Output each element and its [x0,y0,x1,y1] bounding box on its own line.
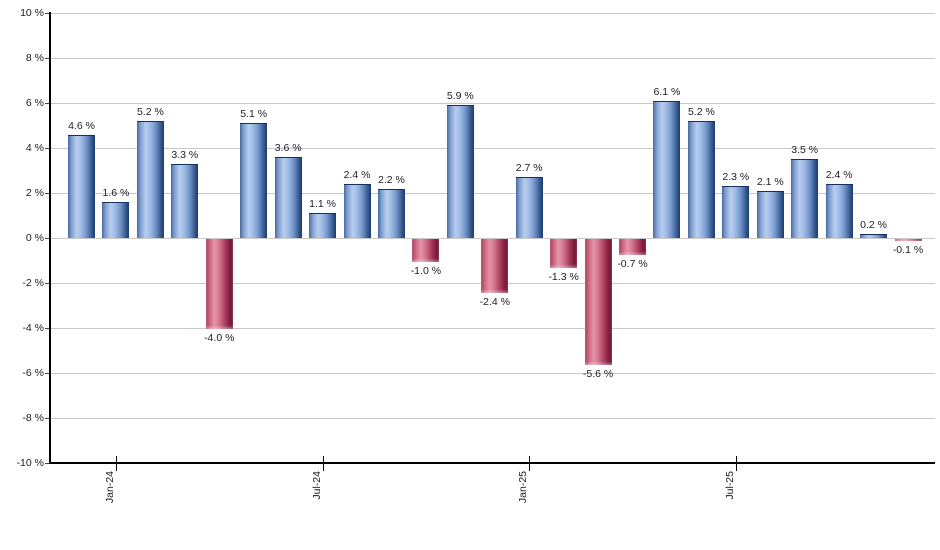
y-axis-tick [45,148,49,149]
bar [274,157,302,238]
y-axis-tick-label: -6 % [22,367,44,379]
bar [309,213,337,238]
y-axis-tick-label: 10 % [20,7,44,19]
bar [722,186,750,238]
bar [515,177,543,238]
bar-value-label: 5.1 % [240,108,268,121]
bar [687,121,715,238]
x-axis-tick-label: Jan-25 [517,471,530,504]
bar-value-label: 3.5 % [791,144,819,157]
bar-value-label: 0.2 % [860,218,887,231]
x-axis-tick-label: Jan-24 [103,471,116,504]
y-axis-tick-label: -2 % [22,277,44,289]
x-axis-tick [115,456,117,471]
bar [756,190,784,238]
y-axis-tick [45,373,49,374]
bar [343,184,371,238]
bar-value-label: -0.7 % [617,257,648,270]
bar [446,105,474,238]
gridline [49,373,935,374]
bar-value-label: 1.6 % [102,187,130,199]
gridline [49,58,935,59]
y-axis-tick [45,13,49,14]
y-axis-tick-label: 6 % [25,97,44,109]
x-axis-tick-label: Jul-25 [723,471,736,500]
bar-value-label: 1.1 % [309,198,336,211]
bar-value-label: 2.4 % [825,169,853,181]
bar-value-label: 2.3 % [722,171,750,184]
bar [412,239,440,262]
x-axis-tick [322,456,324,471]
bar-value-label: -4.0 % [204,332,235,344]
bar-value-label: -0.1 % [892,244,924,257]
y-axis-tick-label: 0 % [25,232,44,244]
bar [102,202,130,238]
gridline [49,148,935,149]
y-axis-tick-label: -4 % [22,322,44,334]
y-axis-tick [45,463,49,464]
bar [619,239,646,255]
bar [136,121,164,238]
y-axis-tick [45,238,49,239]
bar-value-label: 2.1 % [756,175,784,188]
bar [481,239,509,293]
bar [894,239,922,242]
bar [171,163,199,238]
y-axis-tick-label: 8 % [25,52,44,64]
bar-value-label: 2.7 % [515,162,543,175]
y-axis-tick-label: 2 % [25,187,44,199]
gridline [49,13,935,14]
bar [825,184,853,238]
x-axis-line [49,462,935,464]
bar-value-label: -1.0 % [410,264,442,277]
bar [584,239,612,365]
bar [653,100,681,238]
y-axis-tick [45,103,49,104]
bar [860,233,888,238]
y-axis-tick [45,193,49,194]
gridline [49,328,935,329]
gridline [49,193,935,194]
bar-value-label: 3.3 % [171,148,199,161]
bar-value-label: 2.2 % [378,173,405,186]
gridline [49,418,935,419]
y-axis-tick [45,328,49,329]
bar-value-label: 5.2 % [687,106,715,118]
bar-value-label: 4.6 % [68,119,95,132]
gridline [49,238,935,239]
bar [377,188,405,238]
bar-value-label: 5.9 % [446,90,474,103]
bar-value-label: 5.2 % [136,106,164,118]
bar-value-label: 3.6 % [274,142,302,154]
bar [791,159,819,238]
y-axis-tick [45,58,49,59]
bar-value-label: -2.4 % [479,296,510,308]
bar-value-label: 6.1 % [653,85,681,98]
bar-value-label: -1.3 % [548,271,579,284]
x-axis-tick [735,456,737,471]
y-axis-tick [45,283,49,284]
y-axis-tick-label: -10 % [16,457,44,469]
y-axis-tick-label: -8 % [22,412,44,424]
bar-value-label: 2.4 % [343,169,371,181]
x-axis-tick-label: Jul-24 [310,471,323,500]
y-axis-tick [45,418,49,419]
bar [68,134,95,238]
bar-value-label: -5.6 % [582,368,614,380]
y-axis-tick-label: 4 % [25,142,44,154]
bar [550,239,578,269]
bar [240,123,268,238]
x-axis-tick [529,456,531,471]
bar [205,239,233,329]
y-axis-line [49,12,51,464]
gridline [49,103,935,104]
